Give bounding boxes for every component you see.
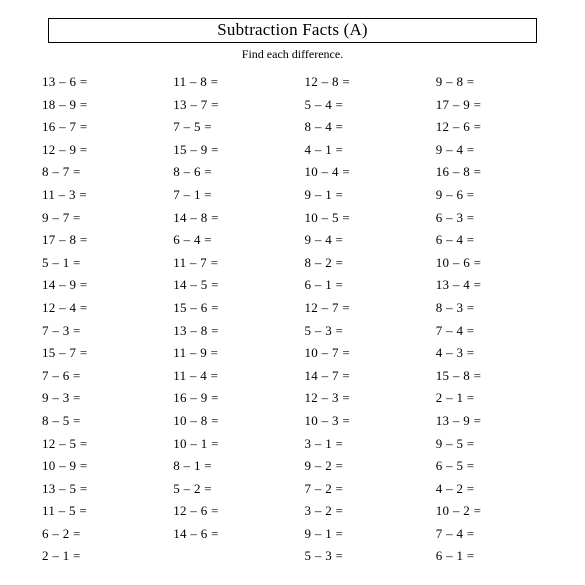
problem-cell: 15 – 8 = <box>436 368 543 384</box>
problem-cell <box>173 548 280 564</box>
problem-cell: 5 – 3 = <box>305 548 412 564</box>
problem-cell: 9 – 2 = <box>305 458 412 474</box>
problem-cell: 7 – 4 = <box>436 323 543 339</box>
problem-cell: 12 – 6 = <box>436 119 543 135</box>
worksheet-title: Subtraction Facts (A) <box>49 20 536 40</box>
problem-cell: 16 – 7 = <box>42 119 149 135</box>
problem-cell: 14 – 9 = <box>42 277 149 293</box>
problem-cell: 5 – 4 = <box>305 97 412 113</box>
problems-grid: 13 – 6 = 11 – 8 = 12 – 8 = 9 – 8 = 18 – 9 = 1… <box>28 74 557 564</box>
problem-cell: 13 – 4 = <box>436 277 543 293</box>
problem-cell: 11 – 7 = <box>173 255 280 271</box>
problem-cell: 8 – 3 = <box>436 300 543 316</box>
problem-cell: 9 – 1 = <box>305 526 412 542</box>
problem-cell: 10 – 3 = <box>305 413 412 429</box>
problem-cell: 10 – 1 = <box>173 436 280 452</box>
problem-cell: 10 – 8 = <box>173 413 280 429</box>
problem-cell: 10 – 2 = <box>436 503 543 519</box>
problem-cell: 6 – 3 = <box>436 210 543 226</box>
problem-cell: 2 – 1 = <box>42 548 149 564</box>
problem-cell: 9 – 7 = <box>42 210 149 226</box>
problem-cell: 9 – 8 = <box>436 74 543 90</box>
problem-cell: 8 – 4 = <box>305 119 412 135</box>
problem-cell: 7 – 4 = <box>436 526 543 542</box>
problem-cell: 9 – 4 = <box>436 142 543 158</box>
problem-cell: 9 – 1 = <box>305 187 412 203</box>
problem-cell: 13 – 6 = <box>42 74 149 90</box>
problem-cell: 7 – 5 = <box>173 119 280 135</box>
problem-cell: 10 – 7 = <box>305 345 412 361</box>
problem-cell: 6 – 1 = <box>305 277 412 293</box>
problem-cell: 9 – 4 = <box>305 232 412 248</box>
problem-cell: 16 – 9 = <box>173 390 280 406</box>
problem-cell: 14 – 7 = <box>305 368 412 384</box>
problem-cell: 5 – 2 = <box>173 481 280 497</box>
problem-cell: 12 – 8 = <box>305 74 412 90</box>
problem-cell: 11 – 4 = <box>173 368 280 384</box>
problem-cell: 16 – 8 = <box>436 164 543 180</box>
problem-cell: 13 – 5 = <box>42 481 149 497</box>
problem-cell: 11 – 9 = <box>173 345 280 361</box>
problem-cell: 15 – 9 = <box>173 142 280 158</box>
problem-cell: 12 – 4 = <box>42 300 149 316</box>
problem-cell: 8 – 7 = <box>42 164 149 180</box>
problem-cell: 3 – 1 = <box>305 436 412 452</box>
problem-cell: 12 – 3 = <box>305 390 412 406</box>
problem-cell: 9 – 5 = <box>436 436 543 452</box>
problem-cell: 14 – 5 = <box>173 277 280 293</box>
worksheet-subtitle: Find each difference. <box>28 47 557 62</box>
problem-cell: 17 – 8 = <box>42 232 149 248</box>
problem-cell: 9 – 3 = <box>42 390 149 406</box>
problem-cell: 8 – 2 = <box>305 255 412 271</box>
problem-cell: 3 – 2 = <box>305 503 412 519</box>
problem-cell: 14 – 6 = <box>173 526 280 542</box>
problem-cell: 6 – 1 = <box>436 548 543 564</box>
problem-cell: 11 – 5 = <box>42 503 149 519</box>
problem-cell: 18 – 9 = <box>42 97 149 113</box>
problem-cell: 11 – 8 = <box>173 74 280 90</box>
problem-cell: 4 – 1 = <box>305 142 412 158</box>
problem-cell: 12 – 5 = <box>42 436 149 452</box>
problem-cell: 17 – 9 = <box>436 97 543 113</box>
problem-cell: 4 – 2 = <box>436 481 543 497</box>
problem-cell: 6 – 5 = <box>436 458 543 474</box>
problem-cell: 2 – 1 = <box>436 390 543 406</box>
problem-cell: 13 – 8 = <box>173 323 280 339</box>
problem-cell: 10 – 6 = <box>436 255 543 271</box>
problem-cell: 15 – 7 = <box>42 345 149 361</box>
problem-cell: 12 – 9 = <box>42 142 149 158</box>
problem-cell: 6 – 4 = <box>173 232 280 248</box>
problem-cell: 14 – 8 = <box>173 210 280 226</box>
problem-cell: 13 – 9 = <box>436 413 543 429</box>
problem-cell: 13 – 7 = <box>173 97 280 113</box>
problem-cell: 11 – 3 = <box>42 187 149 203</box>
problem-cell: 10 – 9 = <box>42 458 149 474</box>
problem-cell: 7 – 3 = <box>42 323 149 339</box>
problem-cell: 5 – 1 = <box>42 255 149 271</box>
problem-cell: 8 – 1 = <box>173 458 280 474</box>
problem-cell: 6 – 2 = <box>42 526 149 542</box>
problem-cell: 10 – 4 = <box>305 164 412 180</box>
problem-cell: 9 – 6 = <box>436 187 543 203</box>
problem-cell: 8 – 6 = <box>173 164 280 180</box>
problem-cell: 15 – 6 = <box>173 300 280 316</box>
problem-cell: 8 – 5 = <box>42 413 149 429</box>
problem-cell: 6 – 4 = <box>436 232 543 248</box>
problem-cell: 4 – 3 = <box>436 345 543 361</box>
problem-cell: 10 – 5 = <box>305 210 412 226</box>
problem-cell: 12 – 7 = <box>305 300 412 316</box>
problem-cell: 5 – 3 = <box>305 323 412 339</box>
problem-cell: 7 – 2 = <box>305 481 412 497</box>
problem-cell: 7 – 1 = <box>173 187 280 203</box>
problem-cell: 12 – 6 = <box>173 503 280 519</box>
problem-cell: 7 – 6 = <box>42 368 149 384</box>
